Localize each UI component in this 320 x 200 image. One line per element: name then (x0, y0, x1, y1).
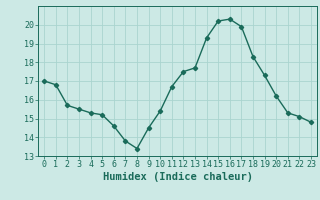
X-axis label: Humidex (Indice chaleur): Humidex (Indice chaleur) (103, 172, 252, 182)
